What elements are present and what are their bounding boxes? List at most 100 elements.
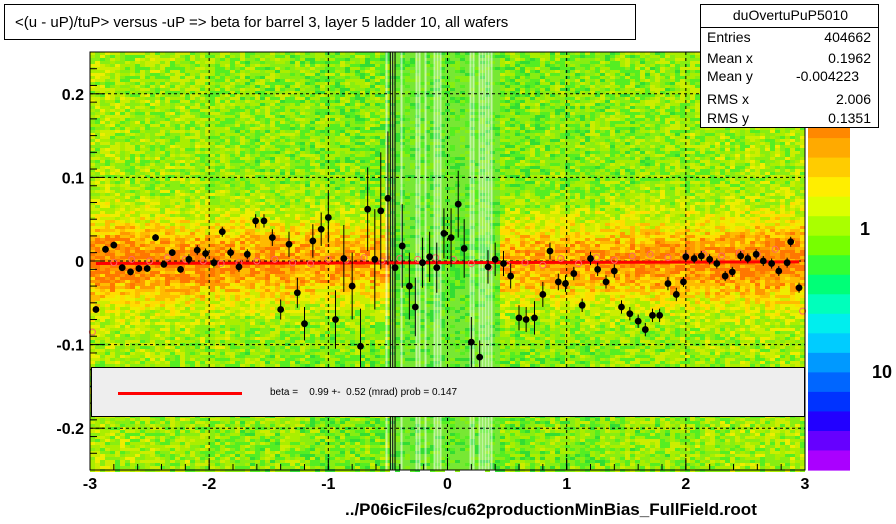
heatmap-cell xyxy=(295,76,300,79)
heatmap-cell xyxy=(235,133,240,136)
heatmap-cell xyxy=(130,73,135,76)
heatmap-cell xyxy=(615,88,620,91)
heatmap-cell xyxy=(740,160,745,163)
heatmap-cell xyxy=(600,100,605,103)
heatmap-cell xyxy=(335,112,340,115)
heatmap-cell xyxy=(690,91,695,94)
heatmap-cell xyxy=(520,142,525,145)
heatmap-cell xyxy=(530,55,535,58)
heatmap-cell xyxy=(205,139,210,142)
heatmap-cell xyxy=(620,73,625,76)
heatmap-cell xyxy=(330,73,335,76)
heatmap-cell xyxy=(530,145,535,148)
heatmap-cell xyxy=(180,115,185,118)
heatmap-cell xyxy=(230,97,235,100)
heatmap-cell xyxy=(405,67,410,70)
heatmap-cell xyxy=(785,145,790,148)
heatmap-cell xyxy=(675,127,680,130)
heatmap-cell xyxy=(565,61,570,64)
heatmap-cell xyxy=(190,73,195,76)
heatmap-cell xyxy=(740,145,745,148)
heatmap-cell xyxy=(170,142,175,145)
heatmap-cell xyxy=(140,127,145,130)
heatmap-cell xyxy=(345,115,350,118)
heatmap-cell xyxy=(585,112,590,115)
heatmap-cell xyxy=(535,79,540,82)
heatmap-cell xyxy=(240,82,245,85)
heatmap-cell xyxy=(620,88,625,91)
heatmap-cell xyxy=(465,52,470,55)
heatmap-cell xyxy=(280,103,285,106)
heatmap-cell xyxy=(105,106,110,109)
heatmap-cell xyxy=(595,76,600,79)
heatmap-cell xyxy=(330,157,335,160)
heatmap-cell xyxy=(150,115,155,118)
heatmap-cell xyxy=(125,124,130,127)
heatmap-cell xyxy=(180,136,185,139)
heatmap-cell xyxy=(240,76,245,79)
heatmap-cell xyxy=(645,106,650,109)
heatmap-cell xyxy=(120,94,125,97)
heatmap-cell xyxy=(205,91,210,94)
heatmap-cell xyxy=(665,157,670,160)
heatmap-cell xyxy=(240,61,245,64)
heatmap-cell xyxy=(135,124,140,127)
heatmap-cell xyxy=(600,94,605,97)
heatmap-cell xyxy=(285,67,290,70)
heatmap-cell xyxy=(275,148,280,151)
heatmap-cell xyxy=(580,76,585,79)
heatmap-cell xyxy=(250,109,255,112)
heatmap-cell xyxy=(585,115,590,118)
heatmap-cell xyxy=(710,160,715,163)
heatmap-cell xyxy=(550,85,555,88)
heatmap-cell xyxy=(245,130,250,133)
heatmap-cell xyxy=(335,55,340,58)
heatmap-cell xyxy=(380,106,385,109)
heatmap-cell xyxy=(355,70,360,73)
heatmap-cell xyxy=(115,97,120,100)
heatmap-cell xyxy=(205,115,210,118)
heatmap-cell xyxy=(310,145,315,148)
heatmap-cell xyxy=(340,70,345,73)
heatmap-cell xyxy=(525,130,530,133)
heatmap-cell xyxy=(590,70,595,73)
heatmap-cell xyxy=(465,130,470,133)
heatmap-cell xyxy=(530,154,535,157)
heatmap-cell xyxy=(165,133,170,136)
heatmap-cell xyxy=(370,64,375,67)
heatmap-cell xyxy=(685,163,690,166)
heatmap-cell xyxy=(630,136,635,139)
heatmap-cell xyxy=(315,163,320,166)
heatmap-cell xyxy=(155,85,160,88)
heatmap-cell xyxy=(475,103,480,106)
heatmap-cell xyxy=(670,55,675,58)
heatmap-cell xyxy=(305,112,310,115)
heatmap-cell xyxy=(150,58,155,61)
heatmap-cell xyxy=(685,91,690,94)
heatmap-cell xyxy=(510,85,515,88)
heatmap-cell xyxy=(95,61,100,64)
heatmap-cell xyxy=(305,115,310,118)
heatmap-cell xyxy=(535,82,540,85)
heatmap-cell xyxy=(220,142,225,145)
heatmap-cell xyxy=(330,154,335,157)
heatmap-cell xyxy=(670,61,675,64)
heatmap-cell xyxy=(475,130,480,133)
heatmap-cell xyxy=(675,115,680,118)
heatmap-cell xyxy=(285,118,290,121)
heatmap-cell xyxy=(270,115,275,118)
heatmap-cell xyxy=(695,52,700,55)
heatmap-cell xyxy=(685,67,690,70)
heatmap-cell xyxy=(500,82,505,85)
heatmap-cell xyxy=(540,157,545,160)
heatmap-cell xyxy=(525,124,530,127)
heatmap-cell xyxy=(625,115,630,118)
heatmap-cell xyxy=(690,145,695,148)
heatmap-cell xyxy=(625,76,630,79)
heatmap-cell xyxy=(755,148,760,151)
heatmap-cell xyxy=(205,118,210,121)
heatmap-cell xyxy=(695,64,700,67)
heatmap-cell xyxy=(185,148,190,151)
heatmap-cell xyxy=(565,148,570,151)
heatmap-cell xyxy=(235,91,240,94)
